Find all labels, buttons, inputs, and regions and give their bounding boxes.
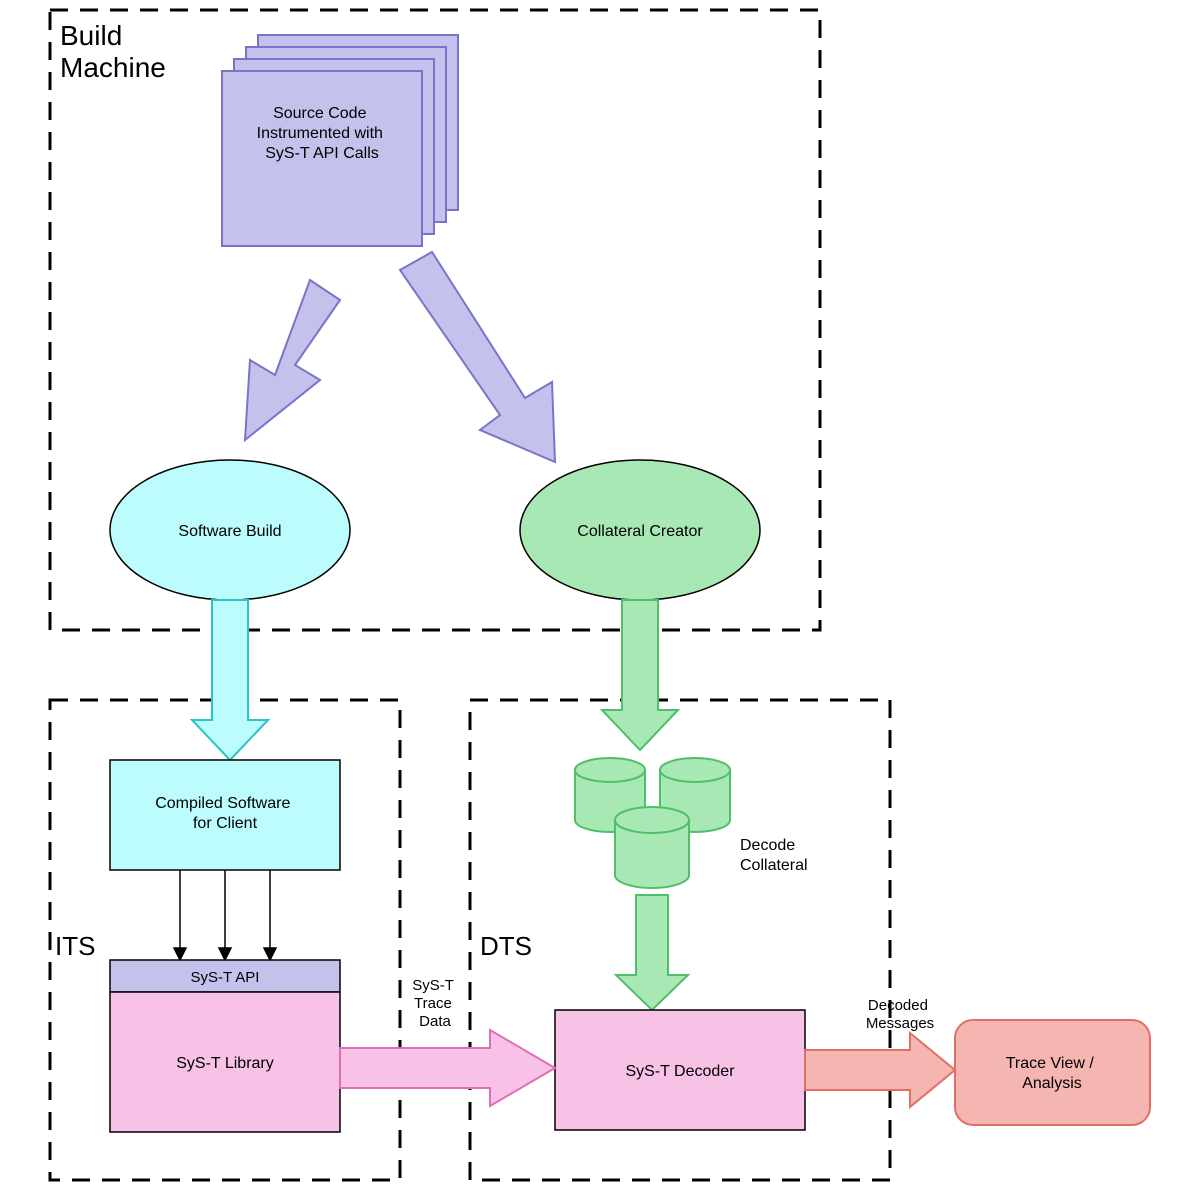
arrow-library-to-decoder-label: SyS-T Trace Data [412,977,458,1030]
arrow-collateral-to-decode [602,600,678,750]
group-build-machine-label: Build Machine [60,20,166,83]
node-decode-collateral-label: Decode Collateral [740,837,808,874]
node-decode-collateral [575,758,730,888]
node-syst-decoder-label: SyS-T Decoder [625,1063,735,1080]
node-syst-api-label: SyS-T API [191,969,260,986]
arrow-decoder-to-trace-label: Decoded Messages [866,997,934,1032]
arrow-library-to-decoder [340,1030,555,1106]
group-its-label: ITS [55,931,95,961]
group-dts-label: DTS [480,931,532,961]
arrow-decoder-to-trace [805,1033,955,1107]
node-collateral-creator-label: Collateral Creator [577,523,703,540]
arrow-src-to-collateral [400,252,555,462]
arrow-src-to-build [245,280,340,440]
flowchart-diagram: Build Machine ITS DTS Source Code Instru… [0,0,1180,1194]
arrows-compiled-to-api [174,870,276,960]
node-syst-library-label: SyS-T Library [176,1055,274,1072]
node-source-code: Source Code Instrumented with SyS-T API … [222,35,458,246]
node-source-code-label: Source Code Instrumented with SyS-T API … [257,105,388,162]
arrow-build-to-compiled [192,600,268,760]
node-trace-view [955,1020,1150,1125]
node-software-build-label: Software Build [178,523,281,540]
arrow-decode-to-decoder [616,895,688,1010]
